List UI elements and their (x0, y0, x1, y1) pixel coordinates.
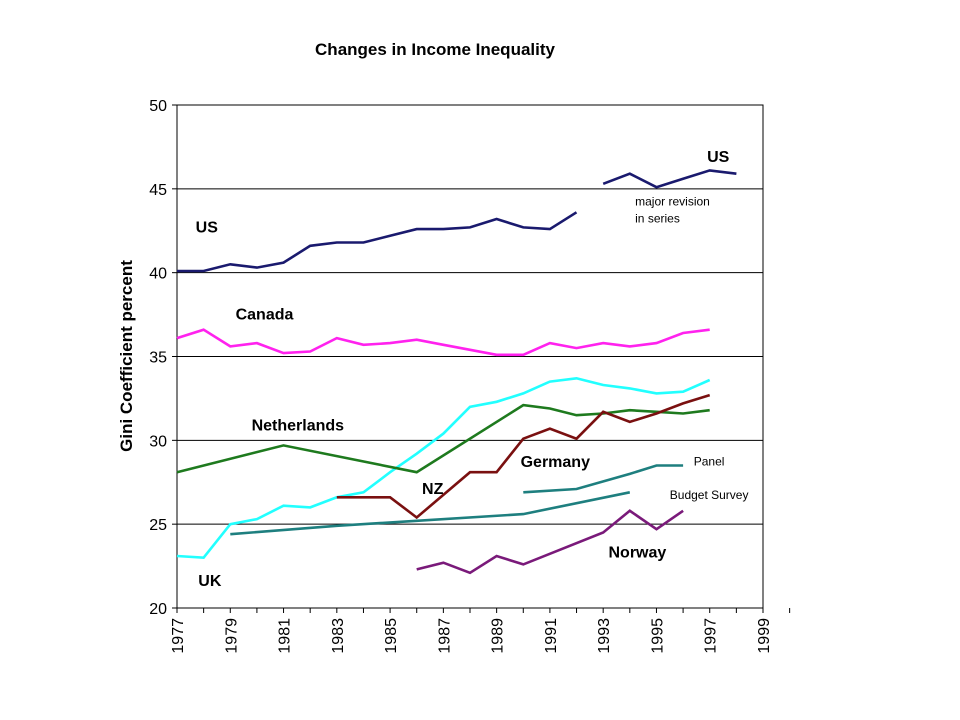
annotation-label: UK (198, 573, 222, 590)
annotation-label: NZ (422, 481, 444, 498)
series-line-panel (523, 464, 684, 494)
series-line-nz (336, 393, 711, 520)
series-labels: US US major revision in series Canada Netherl… (196, 149, 749, 590)
x-tick-label: 1979 (223, 618, 240, 654)
x-tick-label: 1987 (436, 618, 453, 654)
x-tick-label: 1989 (490, 618, 507, 654)
series-line-netherlands (176, 403, 710, 474)
y-tick-label: 25 (149, 517, 167, 534)
annotation-label: US (707, 149, 730, 166)
annotation-label: Netherlands (252, 417, 345, 434)
annotation-label: in series (635, 211, 680, 225)
x-tick-label: 1985 (383, 618, 400, 654)
x-tick-label: 1977 (170, 618, 187, 654)
annotation-label: Germany (521, 454, 590, 471)
series-line-us-revised (602, 169, 737, 189)
annotation-label: US (196, 219, 219, 236)
x-tick-label: 1999 (756, 618, 773, 654)
x-tick-label: 1995 (649, 618, 666, 654)
y-tick-label: 45 (149, 182, 167, 199)
series-line-us (177, 211, 578, 273)
series-line-norway (416, 509, 684, 575)
series-line-budget-survey (230, 491, 631, 536)
annotation-label: Norway (609, 545, 667, 562)
chart-title: Changes in Income Inequality (315, 40, 555, 59)
annotation-label: major revision (635, 195, 710, 209)
y-axis-ticks: 20 25 30 35 40 45 50 (149, 98, 177, 618)
series-line-canada (176, 328, 710, 357)
annotation-label: Canada (236, 307, 294, 324)
series-lines (176, 169, 737, 575)
y-tick-label: 35 (149, 350, 167, 367)
y-axis-label: Gini Coefficient percent (117, 260, 136, 452)
y-tick-label: 30 (149, 433, 167, 450)
series-line-uk (176, 376, 711, 560)
y-tick-label: 50 (149, 98, 167, 115)
x-tick-label: 1991 (543, 618, 560, 654)
y-tick-label: 40 (149, 266, 167, 283)
x-tick-label: 1981 (277, 618, 294, 654)
x-tick-label: 1983 (330, 618, 347, 654)
x-axis-ticks: 1977 1979 1981 1983 1985 1987 1989 1991 1993 1995… (170, 608, 791, 654)
annotation-label: Panel (694, 454, 725, 468)
x-tick-label: 1997 (703, 618, 720, 654)
annotation-label: Budget Survey (670, 488, 749, 502)
y-tick-label: 20 (149, 601, 167, 618)
x-tick-label: 1993 (596, 618, 613, 654)
